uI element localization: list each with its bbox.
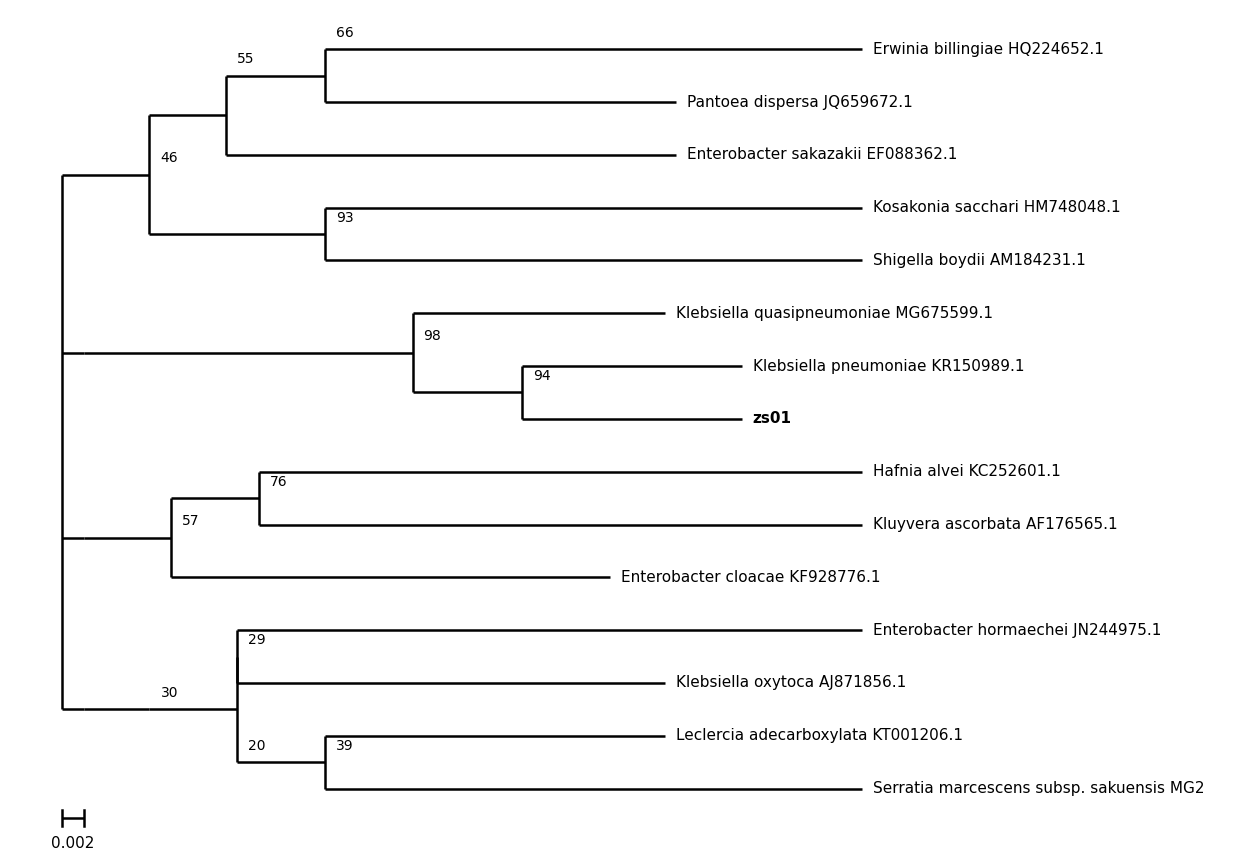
Text: 30: 30 <box>160 686 179 700</box>
Text: Klebsiella quasipneumoniae MG675599.1: Klebsiella quasipneumoniae MG675599.1 <box>676 306 993 321</box>
Text: 93: 93 <box>336 211 353 225</box>
Text: Kluyvera ascorbata AF176565.1: Kluyvera ascorbata AF176565.1 <box>873 517 1117 532</box>
Text: Enterobacter cloacae KF928776.1: Enterobacter cloacae KF928776.1 <box>621 570 880 584</box>
Text: Hafnia alvei KC252601.1: Hafnia alvei KC252601.1 <box>873 464 1061 479</box>
Text: 98: 98 <box>424 329 441 344</box>
Text: 46: 46 <box>160 151 179 165</box>
Text: 76: 76 <box>270 475 288 488</box>
Text: Kosakonia sacchari HM748048.1: Kosakonia sacchari HM748048.1 <box>873 201 1121 215</box>
Text: 29: 29 <box>248 633 265 647</box>
Text: Klebsiella pneumoniae KR150989.1: Klebsiella pneumoniae KR150989.1 <box>753 358 1024 374</box>
Text: 66: 66 <box>336 26 353 39</box>
Text: 39: 39 <box>336 739 353 752</box>
Text: Enterobacter hormaechei JN244975.1: Enterobacter hormaechei JN244975.1 <box>873 623 1162 638</box>
Text: 0.002: 0.002 <box>51 836 94 851</box>
Text: 20: 20 <box>248 739 265 752</box>
Text: 94: 94 <box>533 369 551 383</box>
Text: 55: 55 <box>237 52 254 66</box>
Text: Shigella boydii AM184231.1: Shigella boydii AM184231.1 <box>873 253 1086 268</box>
Text: Erwinia billingiae HQ224652.1: Erwinia billingiae HQ224652.1 <box>873 42 1104 57</box>
Text: Enterobacter sakazakii EF088362.1: Enterobacter sakazakii EF088362.1 <box>687 147 957 162</box>
Text: Klebsiella oxytoca AJ871856.1: Klebsiella oxytoca AJ871856.1 <box>676 675 906 691</box>
Text: Serratia marcescens subsp. sakuensis MG2: Serratia marcescens subsp. sakuensis MG2 <box>873 781 1204 796</box>
Text: Leclercia adecarboxylata KT001206.1: Leclercia adecarboxylata KT001206.1 <box>676 728 962 743</box>
Text: zs01: zs01 <box>753 411 791 427</box>
Text: Pantoea dispersa JQ659672.1: Pantoea dispersa JQ659672.1 <box>687 94 913 110</box>
Text: 57: 57 <box>182 514 200 528</box>
